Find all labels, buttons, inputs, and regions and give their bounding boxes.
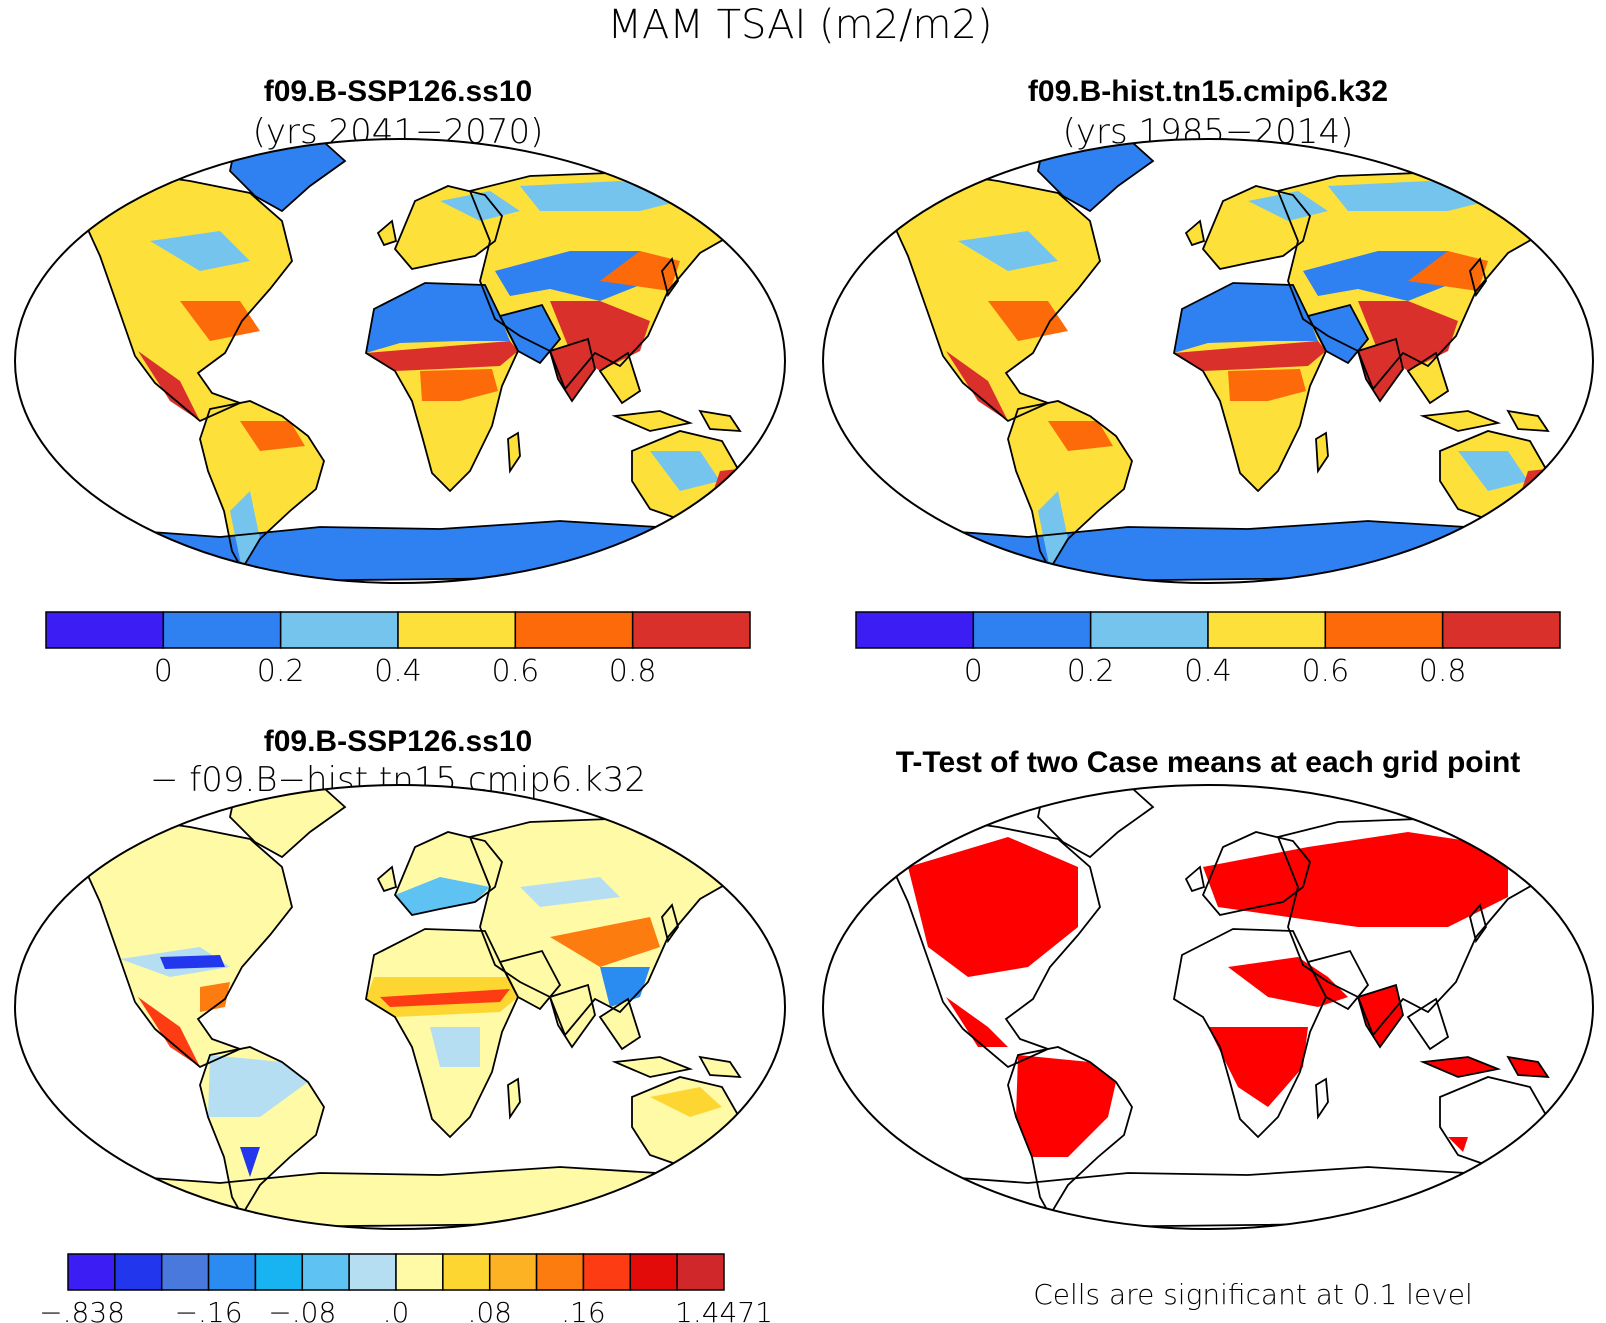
cb3-swatch-11: [582, 1253, 632, 1291]
figure-title: MAM TSAI (m2/m2): [607, 2, 992, 48]
cb2-swatch-2: [1089, 611, 1209, 649]
globe-panel-4: [822, 784, 1594, 1230]
cb3-swatch-6: [348, 1253, 397, 1291]
cb3-swatch-3: [207, 1253, 257, 1291]
cb1-tick-label-1: 0.2: [257, 654, 305, 689]
colorbar-panel-1: 0 0.2 0.4 0.6 0.8: [45, 611, 751, 689]
cb3-swatch-13: [676, 1253, 725, 1291]
cb2-swatch-5: [1441, 611, 1561, 649]
globe-panel-2: [822, 138, 1594, 584]
panel-2-case-title: f09.B-hist.tn15.cmip6.k32: [1028, 75, 1388, 108]
cb2-swatch-4: [1324, 611, 1444, 649]
cb1-swatch-3: [397, 611, 517, 649]
colorbar-panel-2: 0 0.2 0.4 0.6 0.8: [855, 611, 1561, 689]
globe-panel-3: [14, 784, 786, 1230]
globe-panel-1: [14, 138, 786, 584]
cb1-tick-label-4: 0.8: [609, 654, 657, 689]
cb2-swatch-3: [1207, 611, 1327, 649]
globe-panel-2-fill: [823, 139, 1593, 583]
cb3-swatch-8: [442, 1253, 491, 1291]
cb2-swatch-0: [855, 611, 975, 649]
cb1-swatch-5: [631, 611, 751, 649]
cb1-swatch-0: [45, 611, 165, 649]
cb3-swatch-1: [114, 1253, 163, 1291]
cb1-swatch-2: [279, 611, 399, 649]
cb3-tick-label-1: −.16: [175, 1296, 243, 1323]
globe-panel-1-fill: [15, 139, 785, 583]
cb3-swatch-5: [301, 1253, 350, 1291]
cb2-tick-label-2: 0.4: [1184, 654, 1232, 689]
cb3-swatch-2: [160, 1253, 210, 1291]
cb3-swatch-4: [254, 1253, 304, 1291]
cb2-tick-label-0: 0: [964, 654, 983, 689]
cb3-swatch-12: [629, 1253, 678, 1291]
cb1-swatch-4: [514, 611, 634, 649]
cb1-tick-label-3: 0.6: [491, 654, 539, 689]
cb2-tick-label-1: 0.2: [1067, 654, 1115, 689]
panel-1-case-title: f09.B-SSP126.ss10: [264, 75, 533, 108]
cb2-tick-label-3: 0.6: [1301, 654, 1349, 689]
cb3-tick-label-0: −.838: [39, 1296, 125, 1323]
significance-note: Cells are significant at 0.1 level: [1033, 1278, 1473, 1311]
cb3-swatch-7: [395, 1253, 444, 1291]
cb3-swatch-0: [67, 1253, 116, 1291]
cb3-tick-label-3: .0: [383, 1296, 410, 1323]
cb1-tick-label-2: 0.4: [374, 654, 422, 689]
cb2-swatch-1: [972, 611, 1092, 649]
cb3-swatch-10: [535, 1253, 585, 1291]
globe-panel-4-fill: [823, 785, 1593, 1229]
cb2-tick-label-4: 0.8: [1419, 654, 1467, 689]
cb3-tick-label-5: .16: [561, 1296, 606, 1323]
cb1-swatch-1: [162, 611, 282, 649]
globe-panel-3-fill: [15, 785, 785, 1229]
colorbar-difference: −.838 −.16 −.08 .0 .08 .16 1.4471: [39, 1253, 773, 1323]
cb3-swatch-9: [488, 1253, 538, 1291]
cb1-tick-label-0: 0: [154, 654, 173, 689]
cb3-tick-label-2: −.08: [268, 1296, 336, 1323]
cb3-tick-label-6: 1.4471: [675, 1296, 773, 1323]
panel-3-case-title: f09.B-SSP126.ss10: [264, 725, 533, 758]
cb3-tick-label-4: .08: [467, 1296, 512, 1323]
panel-4-ttest-title: T-Test of two Case means at each grid po…: [896, 746, 1521, 779]
